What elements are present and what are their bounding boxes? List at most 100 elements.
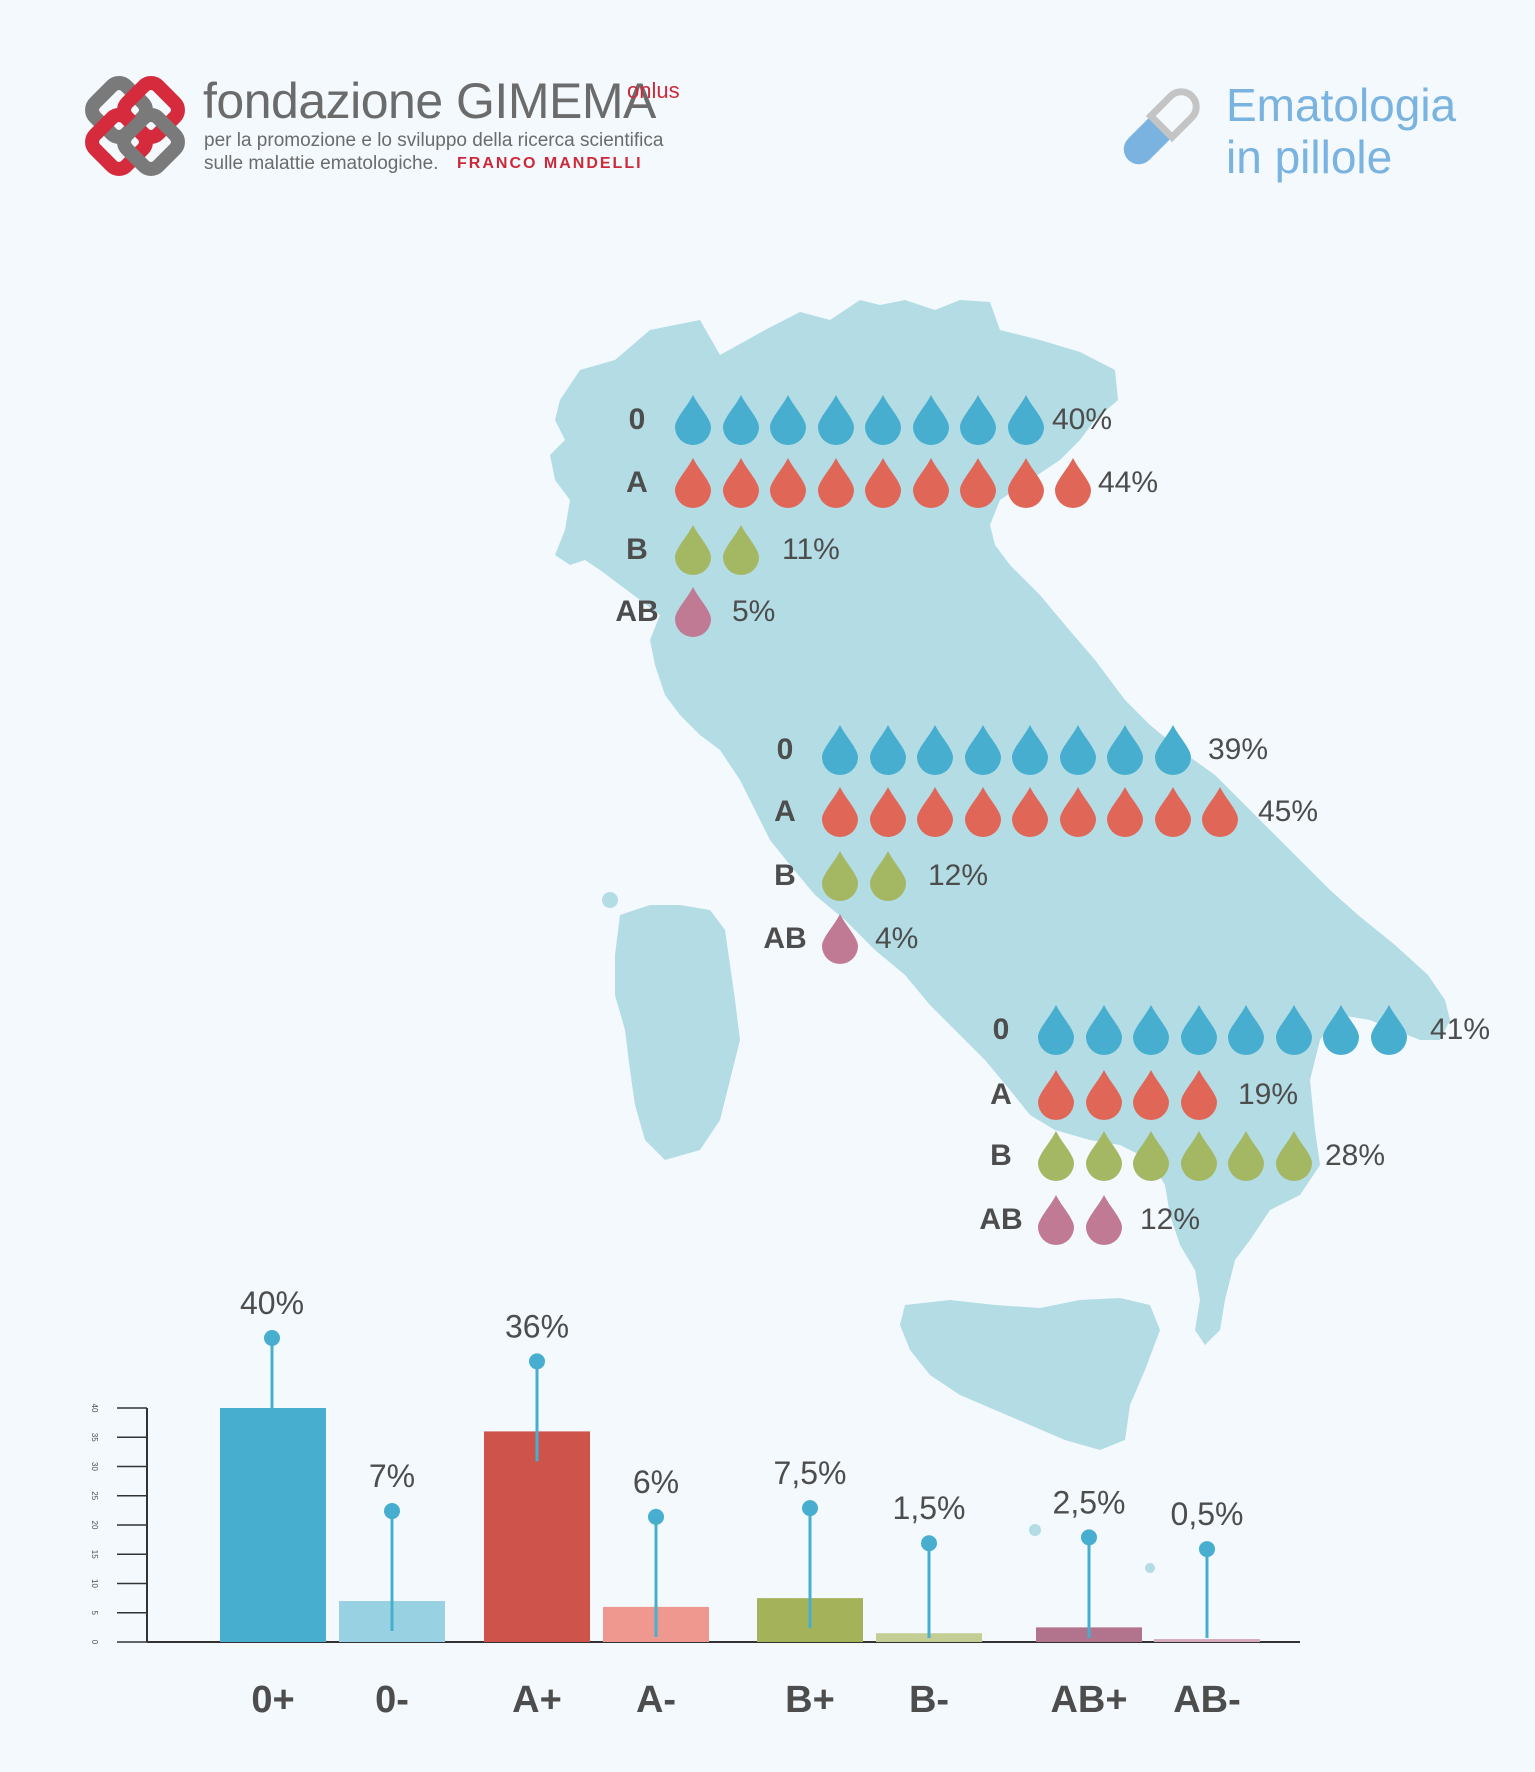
blood-drop-icon — [869, 725, 906, 775]
sardinia-shape — [615, 905, 740, 1160]
blood-drop-icon — [1133, 1070, 1169, 1120]
sicily-shape — [900, 1298, 1160, 1450]
blood-drop-icon — [964, 787, 1001, 837]
y-tick-label: 25 — [90, 1491, 99, 1500]
value-marker-dot — [921, 1535, 937, 1552]
blood-drop-icon — [917, 787, 953, 837]
bar-value-label: 7,5% — [774, 1455, 847, 1491]
blood-drop-icon — [675, 525, 711, 575]
blood-drop-icon — [1038, 1070, 1074, 1120]
blood-group-label: B — [626, 533, 648, 566]
blood-drop-icon — [1007, 395, 1044, 445]
blood-group-percent: 41% — [1430, 1013, 1491, 1046]
blood-group-percent: 45% — [1258, 795, 1319, 828]
blood-group-label: AB — [763, 922, 807, 955]
blood-drop-icon — [1085, 1005, 1122, 1055]
blood-drop-icon — [722, 395, 759, 445]
bar-value-label: 7% — [369, 1458, 415, 1494]
blood-drop-icon — [822, 914, 858, 964]
y-tick-label: 10 — [90, 1579, 99, 1588]
value-marker-dot — [529, 1353, 545, 1370]
blood-drop-icon — [1275, 1005, 1312, 1055]
blood-drop-icon — [1154, 787, 1191, 837]
blood-group-percent: 40% — [1052, 403, 1113, 436]
blood-drop-icon — [675, 458, 711, 508]
blood-drop-icon — [1133, 1131, 1169, 1181]
blood-drop-icon — [1012, 787, 1048, 837]
corsica-tip-shape — [602, 892, 618, 908]
blood-drop-icon — [960, 395, 996, 445]
y-tick-label: 20 — [90, 1521, 99, 1530]
blood-drop-icon — [1059, 787, 1096, 837]
value-marker-dot — [802, 1500, 818, 1517]
tagline-line1: per la promozione e lo sviluppo della ri… — [204, 130, 664, 151]
blood-group-percent: 39% — [1208, 733, 1269, 766]
blood-group-percent: 4% — [875, 922, 919, 955]
chart-bars: 40% 0+ 7% 0- 36% A+ 6% A- 7,5% B+ 1,5% B- 2,5% AB+ 0,5… — [220, 1285, 1260, 1721]
blood-drop-icon — [1038, 1005, 1074, 1055]
bar-value-label: 36% — [505, 1308, 569, 1344]
pill-title-line2: in pillole — [1226, 131, 1393, 183]
category-label: 0+ — [251, 1679, 294, 1721]
blood-group-percent: 12% — [1140, 1203, 1201, 1236]
blood-drop-icon — [675, 587, 711, 637]
bar-value-label: 0,5% — [1171, 1496, 1244, 1532]
category-label: AB+ — [1050, 1679, 1127, 1721]
pill-icon — [1123, 88, 1200, 165]
value-marker-dot — [1081, 1529, 1097, 1546]
blood-drop-icon — [869, 787, 906, 837]
blood-drop-icon — [917, 725, 953, 775]
blood-group-label: A — [774, 795, 796, 828]
brand-name: fondazione GIMEMA — [203, 73, 656, 129]
blood-group-label: 0 — [776, 733, 794, 766]
blood-group-label: 0 — [992, 1013, 1010, 1046]
island-shape — [1029, 1524, 1041, 1536]
y-tick-label: 0 — [90, 1640, 99, 1645]
blood-group-label: AB — [979, 1203, 1023, 1236]
blood-drop-icon — [822, 725, 858, 775]
blood-group-label: AB — [615, 595, 659, 628]
blood-drop-icon — [1228, 1005, 1264, 1055]
blood-group-percent: 28% — [1325, 1139, 1386, 1172]
blood-drop-icon — [1275, 1131, 1312, 1181]
tagline-line2: sulle malattie ematologiche. — [204, 153, 439, 174]
blood-drop-icon — [865, 395, 901, 445]
blood-drop-icon — [722, 458, 759, 508]
blood-drop-icon — [1180, 1005, 1217, 1055]
y-tick-label: 30 — [90, 1462, 99, 1471]
blood-drop-icon — [912, 458, 949, 508]
blood-drop-icon — [1085, 1131, 1122, 1181]
blood-drop-icon — [1012, 725, 1048, 775]
blood-drop-icon — [1154, 725, 1191, 775]
founder-name: FRANCO MANDELLI — [457, 155, 643, 172]
blood-group-label: B — [990, 1139, 1012, 1172]
pill-title-line1: Ematologia — [1226, 79, 1457, 131]
blood-drop-icon — [1180, 1070, 1217, 1120]
island-shape — [1145, 1563, 1155, 1573]
blood-drop-icon — [865, 458, 901, 508]
blood-drop-icon — [1202, 787, 1238, 837]
blood-drop-icon — [817, 395, 854, 445]
blood-drop-icon — [1107, 787, 1143, 837]
bar-value-label: 2,5% — [1053, 1484, 1126, 1520]
category-label: B+ — [785, 1679, 835, 1721]
category-label: AB- — [1173, 1679, 1241, 1721]
blood-drop-icon — [1007, 458, 1044, 508]
y-tick-label: 35 — [90, 1433, 99, 1442]
blood-drop-icon — [722, 525, 759, 575]
value-marker-dot — [384, 1503, 400, 1520]
blood-drop-icon — [912, 395, 949, 445]
blood-group-percent: 5% — [732, 595, 776, 628]
blood-group-percent: 19% — [1238, 1078, 1299, 1111]
blood-drop-icon — [1085, 1195, 1122, 1245]
bar-value-label: 6% — [633, 1464, 679, 1500]
value-marker-dot — [264, 1330, 280, 1346]
blood-drop-icon — [869, 851, 906, 901]
blood-drop-icon — [822, 787, 858, 837]
value-marker-dot — [1199, 1541, 1215, 1558]
blood-drop-icon — [675, 395, 711, 445]
blood-drop-icon — [1038, 1131, 1074, 1181]
blood-group-label: 0 — [628, 403, 646, 436]
